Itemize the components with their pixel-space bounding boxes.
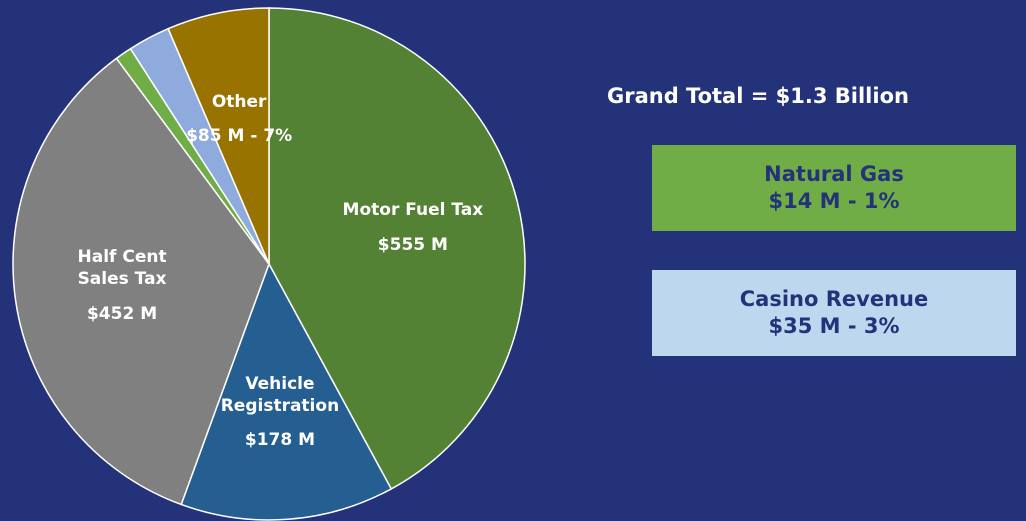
box-value: $14 M - 1% [768, 189, 900, 213]
box-name: Natural Gas [764, 161, 904, 186]
slice-value: $178 M [244, 430, 316, 451]
slice-name: Motor Fuel Tax [342, 200, 484, 221]
pie-slice [167, 7, 270, 265]
legend-box: Natural Gas $14 M - 1% [652, 145, 1016, 231]
slice-value: $555 M [377, 234, 448, 255]
box-name: Casino Revenue [739, 286, 929, 311]
pie-slice [268, 7, 526, 490]
slice-label: Other $85 M - 7% [186, 90, 292, 146]
slice-label: Motor Fuel Tax $555 M [343, 199, 484, 255]
slice-name: Half Cent Sales Tax [77, 247, 167, 290]
box-value: $35 M - 3% [768, 314, 900, 338]
slice-name: Vehicle Registration [220, 373, 340, 417]
slice-label: Half Cent Sales Tax $452 M [52, 246, 192, 324]
legend-box: Casino Revenue $35 M - 3% [652, 270, 1016, 356]
slice-value: $452 M [86, 303, 158, 324]
pie-slice [12, 57, 270, 506]
slice-name: Other [211, 91, 267, 112]
pie-slice [180, 262, 393, 521]
slice-label: Vehicle Registration $178 M [210, 373, 350, 451]
grand-total: Grand Total = $1.3 Billion [607, 84, 909, 108]
slice-value: $85 M - 7% [186, 125, 293, 146]
